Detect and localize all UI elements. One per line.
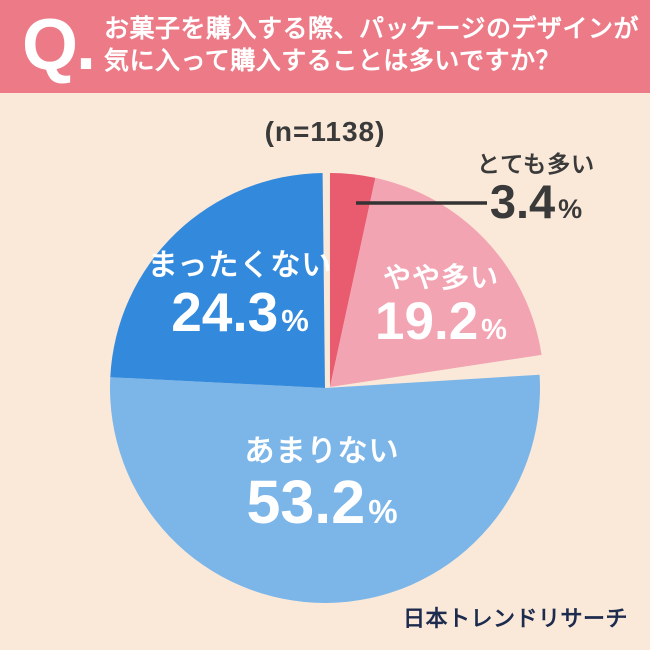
slice-value-number: 3.4 — [489, 175, 556, 229]
slice-label-totemo-ooi: とても多い 3.4% — [477, 151, 595, 227]
sample-size-label: (n=1138) — [264, 116, 386, 147]
pie-slice-1 — [330, 177, 542, 387]
slice-value: 3.4% — [477, 177, 595, 226]
slice-name: とても多い — [476, 151, 596, 177]
question-line-1: お菓子を購入する際、パッケージのデザインが — [104, 15, 640, 43]
slice-name: やや多い — [382, 262, 500, 293]
brand-logo: 日本トレンドリサーチ — [402, 606, 628, 631]
percent-sign: % — [281, 302, 309, 338]
pie-slice-0 — [330, 172, 376, 387]
percent-sign: % — [368, 492, 398, 530]
question-line-2: 気に入って購入することは多いですか？ — [104, 46, 562, 75]
slice-value-number: 19.2 — [375, 292, 479, 352]
percent-sign: % — [481, 314, 507, 347]
percent-sign: % — [558, 194, 583, 225]
question-text: お菓子を購入する際、パッケージのデザインが 気に入って購入することは多いですか？ — [104, 14, 639, 77]
q-mark: Q. — [22, 5, 96, 86]
slice-value-number: 24.3 — [171, 280, 279, 343]
pie-slice-2 — [109, 374, 540, 603]
slice-name: あまりない — [244, 435, 400, 468]
slice-label-mattaku-nai: まったくない 24.3% — [148, 249, 333, 341]
slice-value: 24.3% — [148, 280, 333, 343]
slice-label-amari-nai: あまりない 53.2% — [245, 435, 400, 534]
slice-value: 53.2% — [245, 467, 400, 536]
question-header: Q. お菓子を購入する際、パッケージのデザインが 気に入って購入することは多いで… — [0, 0, 650, 93]
pie-slice-3 — [110, 173, 326, 388]
slice-value: 19.2% — [375, 294, 507, 350]
slice-label-yaya-ooi: やや多い 19.2% — [375, 262, 507, 350]
slice-value-number: 53.2 — [246, 467, 366, 536]
slice-name: まったくない — [147, 249, 333, 282]
pie-slices-group — [109, 172, 542, 603]
